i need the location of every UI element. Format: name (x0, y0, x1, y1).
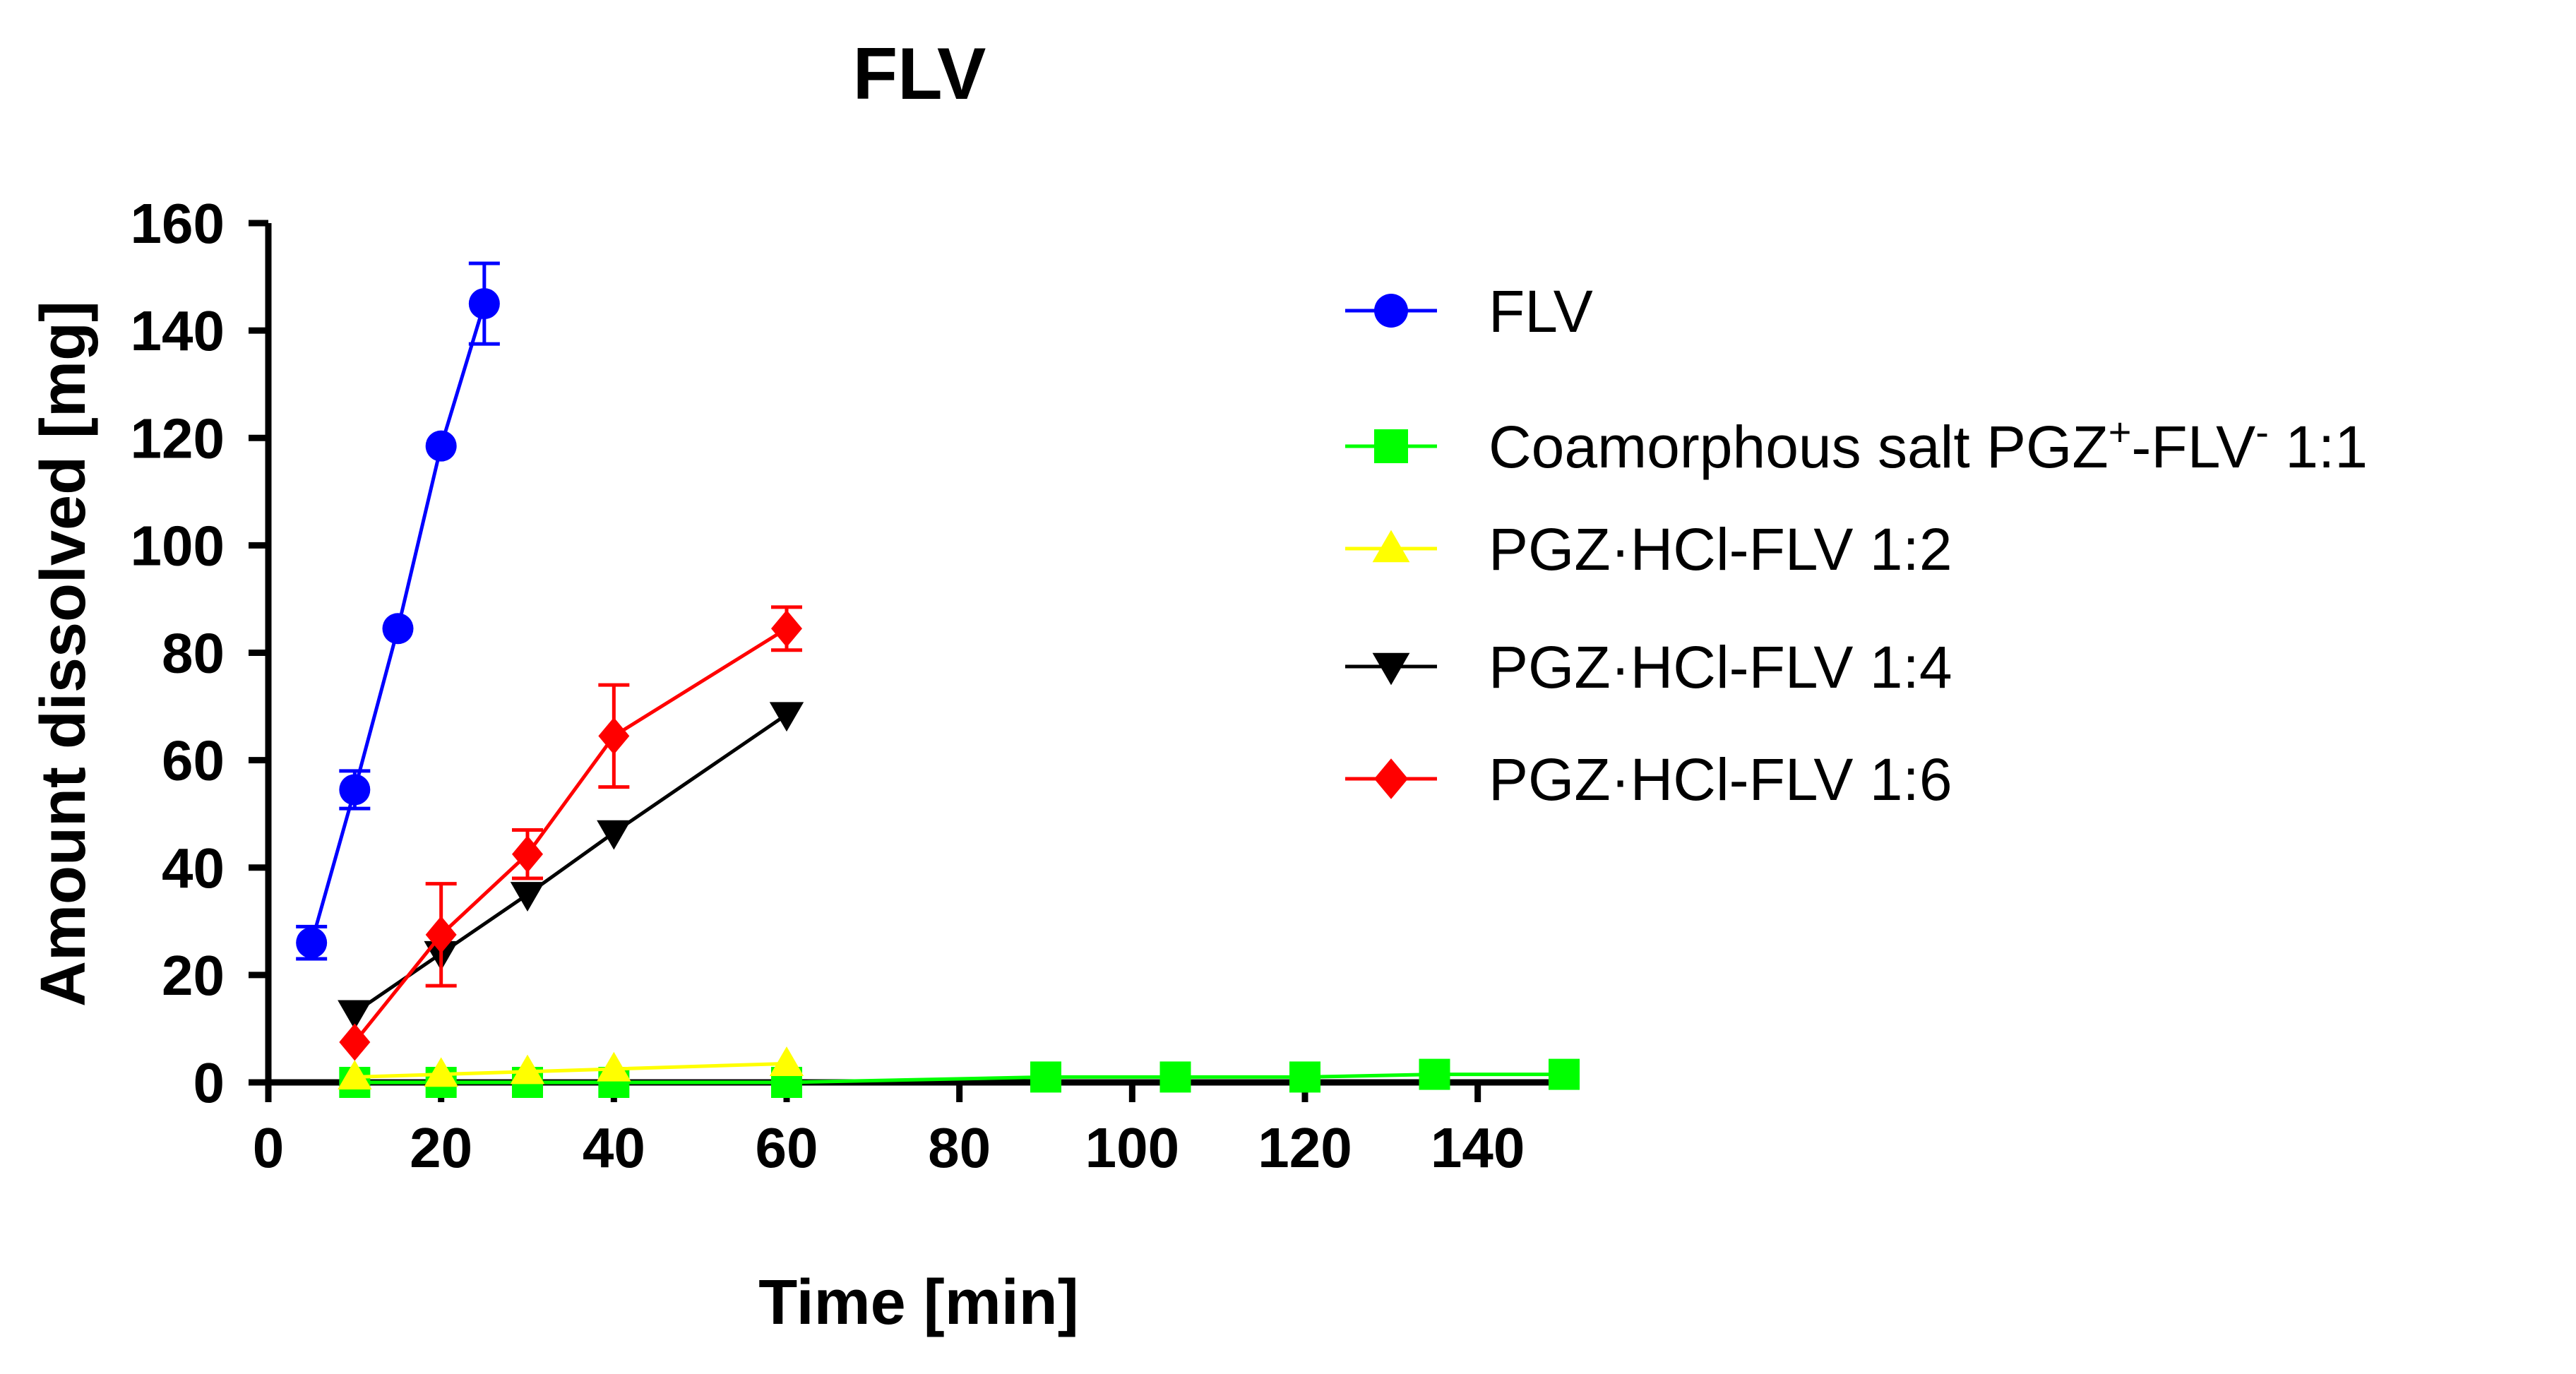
x-tick-label: 100 (1085, 1116, 1179, 1179)
legend-label: PGZ·HCl-FLV 1:2 (1489, 516, 1952, 583)
data-point (1289, 1061, 1320, 1093)
data-point (382, 613, 414, 645)
legend-marker (1372, 530, 1410, 563)
data-point (425, 430, 457, 462)
x-axis-title: Time [min] (758, 1267, 1078, 1338)
ticks: 0 20 40 60 80 100 120 140 0 20 40 60 80 100 120 140 160 (131, 192, 1525, 1179)
series-diamond (339, 605, 802, 1061)
y-tick-label: 20 (162, 944, 225, 1007)
x-tick-label: 120 (1258, 1116, 1352, 1179)
x-tick-label: 60 (756, 1116, 818, 1179)
x-tick-label: 80 (928, 1116, 991, 1179)
legend-label: PGZ·HCl-FLV 1:4 (1489, 634, 1952, 700)
data-point (771, 609, 802, 647)
data-point (1419, 1058, 1450, 1090)
y-tick-label: 80 (162, 622, 225, 685)
data-point (1159, 1061, 1191, 1093)
legend-item: Coamorphous salt PGZ+-FLV- 1:1 (1345, 410, 2368, 481)
data-point (296, 927, 328, 959)
data-point (338, 1060, 372, 1089)
legend-marker (1374, 294, 1408, 328)
data-point (339, 1023, 371, 1061)
series-circle (296, 261, 500, 961)
y-tick-label: 0 (193, 1051, 225, 1114)
series-line (354, 1073, 1564, 1085)
x-tick-label: 20 (410, 1116, 472, 1179)
series-layer (296, 261, 1580, 1098)
data-point (510, 882, 545, 912)
data-point (769, 1046, 804, 1076)
data-point (512, 835, 543, 873)
data-point (597, 1051, 631, 1082)
y-tick-label: 100 (131, 514, 225, 577)
legend-marker (1374, 429, 1408, 463)
data-point (510, 1054, 545, 1085)
legend-item: FLV (1345, 278, 1593, 345)
series-triangle-down (338, 702, 804, 1030)
x-tick-label: 40 (583, 1116, 645, 1179)
data-point (339, 774, 371, 806)
legend-item: PGZ·HCl-FLV 1:4 (1345, 634, 1952, 700)
data-point (597, 820, 631, 850)
legend-item: PGZ·HCl-FLV 1:2 (1345, 516, 1952, 583)
legend-marker (1372, 652, 1410, 686)
data-point (598, 717, 630, 755)
legend-label: PGZ·HCl-FLV 1:6 (1489, 746, 1952, 813)
y-axis-title: Amount dissolved [mg] (28, 301, 99, 1007)
y-tick-label: 120 (131, 407, 225, 470)
series-triangle-up (338, 1046, 804, 1089)
y-tick-label: 160 (131, 192, 225, 255)
y-tick-label: 140 (131, 299, 225, 362)
data-point (1549, 1058, 1580, 1090)
chart-title: FLV (853, 33, 986, 115)
series-line (354, 1061, 787, 1079)
series-line (353, 627, 788, 1044)
data-point (424, 1057, 458, 1087)
data-point (468, 288, 500, 320)
series-line (353, 712, 788, 1015)
data-point (338, 1000, 372, 1030)
legend-label: FLV (1489, 278, 1593, 345)
legend: FLV Coamorphous salt PGZ+-FLV- 1:1 PGZ·HCl… (1345, 278, 2368, 813)
y-tick-label: 60 (162, 729, 225, 792)
data-point (769, 702, 804, 732)
data-point (425, 916, 457, 954)
x-tick-label: 140 (1431, 1116, 1525, 1179)
legend-label: Coamorphous salt PGZ+-FLV- 1:1 (1489, 410, 2368, 481)
legend-item: PGZ·HCl-FLV 1:6 (1345, 746, 1952, 813)
data-point (1030, 1061, 1061, 1093)
y-tick-label: 40 (162, 837, 225, 900)
x-tick-label: 0 (253, 1116, 285, 1179)
legend-marker (1374, 758, 1408, 799)
